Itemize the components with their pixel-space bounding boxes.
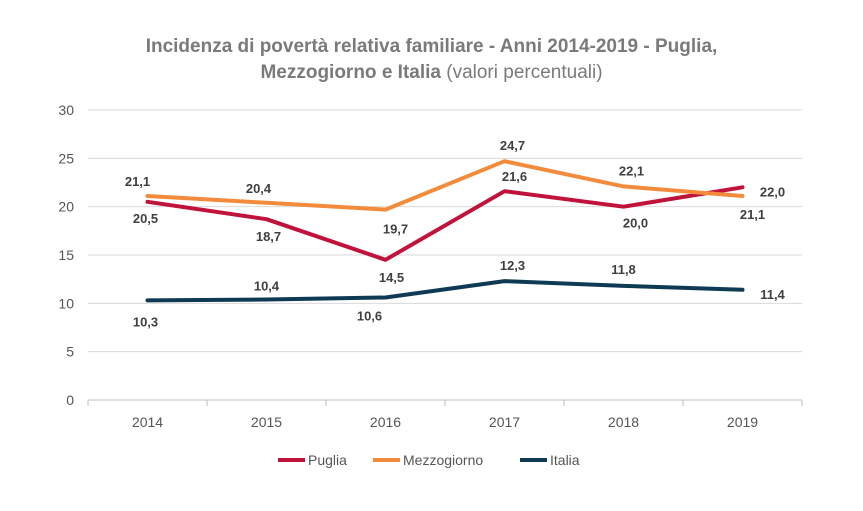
legend-label-italia: Italia <box>550 452 580 468</box>
data-label: 10,3 <box>133 314 158 329</box>
y-axis-ticks: 0 5 10 15 20 25 30 <box>58 102 74 408</box>
data-label: 11,4 <box>760 287 785 302</box>
legend: Puglia Mezzogiorno Italia <box>278 452 580 468</box>
data-label: 10,6 <box>357 309 382 324</box>
title-line-1: Incidenza di povertà relativa familiare … <box>145 36 718 57</box>
y-tick-label: 0 <box>66 392 74 408</box>
legend-label-mezzogiorno: Mezzogiorno <box>403 452 483 468</box>
x-tick-label: 2018 <box>608 414 639 430</box>
chart-subtitle: (valori percentuali) <box>446 62 603 83</box>
y-tick-label: 15 <box>58 247 74 263</box>
x-tick-label: 2017 <box>489 414 520 430</box>
y-tick-label: 30 <box>58 102 74 118</box>
data-label: 19,7 <box>383 222 408 237</box>
data-label: 12,3 <box>500 258 525 273</box>
y-tick-label: 25 <box>58 150 74 166</box>
x-tick-label: 2019 <box>727 414 758 430</box>
data-label: 21,1 <box>740 207 765 222</box>
data-label: 11,8 <box>611 262 636 277</box>
series-lines <box>145 159 745 303</box>
data-label: 21,6 <box>502 169 527 184</box>
data-label: 10,4 <box>254 278 280 293</box>
x-tick-label: 2014 <box>132 414 163 430</box>
data-label: 18,7 <box>256 229 281 244</box>
legend-label-puglia: Puglia <box>308 452 347 468</box>
chart-title: Incidenza di povertà relativa familiare … <box>0 34 863 86</box>
data-label: 20,5 <box>133 211 158 226</box>
data-label: 20,4 <box>246 181 272 196</box>
data-labels: 20,5 18,7 14,5 21,6 20,0 22,0 21,1 20,4 19,7 24,7… <box>125 138 786 329</box>
gridlines <box>88 109 802 353</box>
series-line-puglia <box>145 185 745 262</box>
title-line-2: Mezzogiorno e Italia <box>260 62 441 83</box>
data-label: 22,1 <box>619 163 644 178</box>
data-label: 14,5 <box>379 270 404 285</box>
data-label: 21,1 <box>125 174 150 189</box>
series-line-italia <box>145 279 745 303</box>
series-line-mezzogiorno <box>145 159 745 212</box>
y-tick-label: 5 <box>66 344 74 360</box>
x-tick-label: 2015 <box>251 414 282 430</box>
data-label: 20,0 <box>623 216 648 231</box>
x-tick-label: 2016 <box>370 414 401 430</box>
x-axis: 2014 2015 2016 2017 2018 2019 <box>87 399 803 430</box>
data-label: 22,0 <box>760 184 785 199</box>
data-label: 24,7 <box>500 138 525 153</box>
y-tick-label: 20 <box>58 199 74 215</box>
y-tick-label: 10 <box>58 295 74 311</box>
